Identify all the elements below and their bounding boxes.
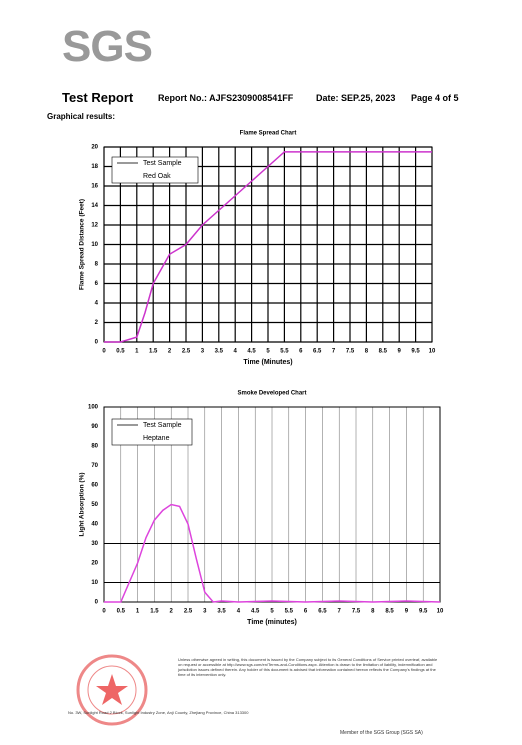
x-tick-label: 1.5 — [150, 609, 159, 615]
title: Test Report — [62, 90, 134, 105]
x-tick-label: 5.5 — [285, 609, 294, 615]
x-tick-label: 0.5 — [117, 609, 126, 615]
y-tick-label: 6 — [95, 281, 99, 287]
y-axis-label: Light Absorption (%) — [79, 472, 86, 536]
y-tick-label: 30 — [91, 541, 98, 547]
x-tick-label: 0 — [102, 609, 106, 615]
x-tick-label: 0.5 — [116, 349, 125, 355]
x-tick-label: 0 — [102, 349, 106, 355]
section: Graphical results: — [47, 112, 116, 121]
x-tick-label: 1 — [135, 349, 139, 355]
x-tick-label: 2.5 — [182, 349, 191, 355]
x-axis-label: Time (Minutes) — [243, 359, 292, 366]
y-tick-label: 60 — [91, 483, 98, 489]
x-tick-label: 5.5 — [280, 349, 289, 355]
x-tick-label: 8 — [371, 609, 375, 615]
y-tick-label: 10 — [91, 580, 98, 586]
y-tick-label: 100 — [88, 405, 99, 411]
x-tick-label: 4.5 — [247, 349, 256, 355]
y-tick-label: 18 — [91, 164, 98, 170]
x-tick-label: 4 — [237, 609, 241, 615]
x-tick-label: 8.5 — [385, 609, 394, 615]
x-tick-label: 7.5 — [352, 609, 361, 615]
x-tick-label: 10 — [437, 609, 444, 615]
x-axis-label: Time (minutes) — [247, 619, 297, 626]
y-tick-label: 10 — [91, 242, 98, 248]
x-tick-label: 9 — [398, 349, 402, 355]
y-tick-label: 2 — [95, 320, 99, 326]
legend-label: Test Sample — [143, 422, 182, 429]
y-tick-label: 70 — [91, 463, 98, 469]
x-tick-label: 3.5 — [215, 349, 224, 355]
legend-box — [111, 418, 193, 446]
x-tick-label: 7 — [338, 609, 342, 615]
data-line — [104, 503, 441, 603]
x-tick-label: 2 — [168, 349, 172, 355]
stamp — [76, 654, 148, 726]
x-tick-label: 7.5 — [346, 349, 355, 355]
y-tick-label: 16 — [91, 184, 98, 190]
x-tick-label: 6.5 — [318, 609, 327, 615]
x-tick-label: 4 — [234, 349, 238, 355]
y-tick-label: 50 — [91, 502, 98, 508]
x-tick-label: 2.5 — [184, 609, 193, 615]
logo: SGS — [62, 22, 153, 71]
x-tick-label: 5 — [270, 609, 274, 615]
page-number: Page 4 of 5 — [411, 93, 459, 103]
x-tick-label: 1 — [136, 609, 140, 615]
notice: Unless otherwise agreed in writing, this… — [178, 657, 438, 677]
date: Date: SEP.25, 2023 — [316, 93, 396, 103]
x-tick-label: 3 — [203, 609, 207, 615]
plot-frame — [103, 406, 441, 603]
y-tick-label: 14 — [91, 203, 98, 209]
address: No. 3W, Sunlight Road 2 Block, Sunlight … — [68, 710, 249, 715]
x-tick-label: 7 — [332, 349, 336, 355]
data-line — [104, 151, 432, 343]
chart-title: Smoke Developed Chart — [237, 391, 306, 397]
x-tick-label: 9 — [405, 609, 409, 615]
legend-box — [111, 156, 199, 184]
chart-title: Flame Spread Chart — [240, 131, 297, 137]
x-tick-label: 5 — [266, 349, 270, 355]
x-tick-label: 8.5 — [379, 349, 388, 355]
y-tick-label: 12 — [91, 223, 98, 229]
x-tick-label: 9.5 — [411, 349, 420, 355]
x-tick-label: 10 — [429, 349, 436, 355]
x-tick-label: 6.5 — [313, 349, 322, 355]
y-tick-label: 0 — [95, 340, 99, 346]
legend-label: Heptane — [143, 435, 170, 442]
legend-label: Red Oak — [143, 173, 171, 180]
y-tick-label: 20 — [91, 561, 98, 567]
x-tick-label: 9.5 — [419, 609, 428, 615]
y-tick-label: 80 — [91, 444, 98, 450]
x-tick-label: 3 — [201, 349, 205, 355]
y-tick-label: 4 — [95, 301, 99, 307]
x-tick-label: 2 — [170, 609, 174, 615]
x-tick-label: 8 — [365, 349, 369, 355]
y-tick-label: 0 — [95, 600, 99, 606]
x-tick-label: 6 — [304, 609, 308, 615]
x-tick-label: 1.5 — [149, 349, 158, 355]
y-tick-label: 40 — [91, 522, 98, 528]
y-tick-label: 90 — [91, 424, 98, 430]
y-axis-label: Flame Spread Distance (Feet) — [79, 199, 86, 290]
legend-label: Test Sample — [143, 160, 182, 167]
y-tick-label: 20 — [91, 145, 98, 151]
x-tick-label: 3.5 — [217, 609, 226, 615]
plot-frame — [103, 146, 433, 343]
member: Member of the SGS Group (SGS SA) — [340, 730, 423, 736]
x-tick-label: 6 — [299, 349, 303, 355]
x-tick-label: 4.5 — [251, 609, 260, 615]
report-no: Report No.: AJFS2309008541FF — [158, 93, 294, 103]
y-tick-label: 8 — [95, 262, 99, 268]
